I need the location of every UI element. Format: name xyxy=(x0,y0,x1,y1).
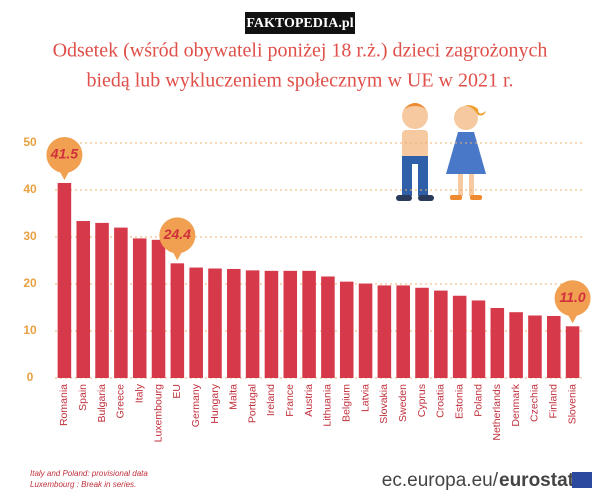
y-tick-label: 20 xyxy=(23,276,37,290)
y-tick-label: 40 xyxy=(23,182,37,196)
bar xyxy=(57,182,72,378)
x-tick-label: Greece xyxy=(115,384,127,419)
x-tick-label: Germany xyxy=(190,383,202,427)
x-tick-label: Finland xyxy=(548,384,560,419)
x-tick-label: France xyxy=(284,384,296,417)
x-tick-label: Estonia xyxy=(453,384,465,419)
bar xyxy=(264,270,279,378)
bar xyxy=(565,326,580,378)
bar xyxy=(377,285,392,378)
bar xyxy=(95,222,109,378)
value-label: 24.4 xyxy=(163,226,191,242)
chart-title: biedą lub wykluczeniem społecznym w UE w… xyxy=(86,70,513,92)
bar xyxy=(396,285,410,378)
x-tick-label: Sweden xyxy=(397,384,409,422)
source: ec.europa.eu/ xyxy=(382,470,499,491)
header: FAKTOPEDIA.pl xyxy=(246,16,353,31)
x-tick-label: Hungary xyxy=(209,383,221,423)
bar xyxy=(132,238,147,378)
x-tick-label: Italy xyxy=(133,383,145,403)
bar xyxy=(321,276,335,378)
source: eurostat xyxy=(499,470,575,491)
x-tick-label: Denmark xyxy=(510,383,522,426)
x-tick-label: Latvia xyxy=(359,384,371,412)
bar xyxy=(509,312,523,378)
x-tick-label: Netherlands xyxy=(491,384,503,441)
illustration xyxy=(396,103,486,201)
bar xyxy=(302,270,316,378)
x-tick-label: Spain xyxy=(77,384,89,411)
bar xyxy=(358,283,373,378)
value-bubble xyxy=(46,136,83,173)
bar xyxy=(114,227,128,378)
bar xyxy=(546,315,561,378)
bar xyxy=(76,221,91,378)
y-tick-label: 10 xyxy=(23,323,37,337)
y-tick-label: 50 xyxy=(23,135,37,149)
header-badge xyxy=(245,12,355,34)
x-tick-label: Ireland xyxy=(265,384,277,416)
x-tick-label: Belgium xyxy=(341,384,353,422)
bar xyxy=(245,270,260,378)
value-label: 41.5 xyxy=(50,146,78,162)
x-tick-label: Slovakia xyxy=(378,384,390,424)
x-tick-label: Poland xyxy=(472,384,484,417)
bar xyxy=(471,300,486,378)
x-tick-label: Slovenia xyxy=(566,384,578,424)
value-bubble xyxy=(159,217,196,254)
x-tick-label: Portugal xyxy=(246,384,258,423)
x-tick-label: Luxembourg xyxy=(152,384,164,443)
bar xyxy=(434,290,448,378)
y-tick-label: 30 xyxy=(23,229,37,243)
bar xyxy=(170,263,185,378)
x-tick-label: Czechia xyxy=(529,384,541,422)
bar xyxy=(528,315,542,378)
bar xyxy=(189,267,203,378)
bar xyxy=(208,268,222,378)
footnote: Luxembourg : Break in series. xyxy=(30,480,136,489)
y-tick-label: 0 xyxy=(27,370,34,384)
x-tick-label: Romania xyxy=(58,384,70,426)
value-label: 11.0 xyxy=(559,289,585,305)
x-tick-label: Cyprus xyxy=(416,384,428,417)
x-tick-label: Bulgaria xyxy=(96,384,108,423)
x-tick-label: Malta xyxy=(228,384,240,410)
bar xyxy=(339,281,354,378)
chart-title: Odsetek (wśród obywateli poniżej 18 r.ż.… xyxy=(53,40,548,62)
bar xyxy=(452,295,467,378)
bar xyxy=(151,239,166,378)
footnote: Italy and Poland: provisional data xyxy=(30,469,148,478)
x-tick-label: Croatia xyxy=(435,384,447,418)
x-tick-label: EU xyxy=(171,384,183,399)
bar xyxy=(415,287,429,378)
bar xyxy=(227,268,241,378)
bar xyxy=(283,270,298,378)
x-tick-label: Austria xyxy=(303,384,315,417)
eu-flag xyxy=(572,472,592,488)
value-bubble xyxy=(554,280,591,317)
bar xyxy=(490,307,505,378)
x-tick-label: Lithuania xyxy=(322,384,334,427)
